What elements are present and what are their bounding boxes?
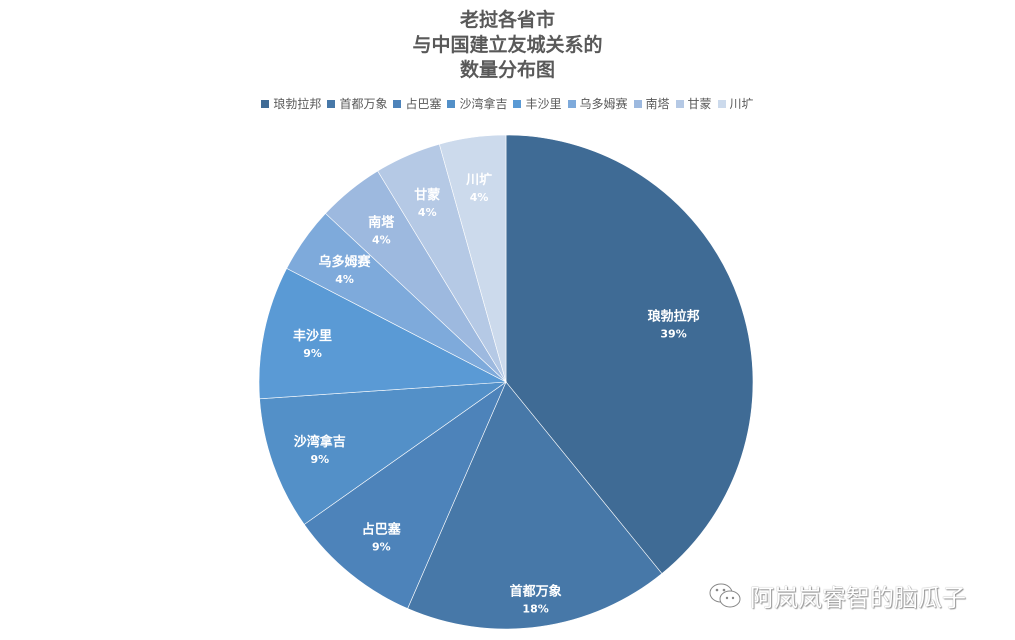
legend-label: 乌多姆赛 xyxy=(579,97,628,111)
chart-legend: 琅勃拉邦 首都万象 占巴塞 沙湾拿吉 丰沙里 乌多姆赛 南塔 甘蒙 川圹 xyxy=(0,95,1015,112)
slice-category-label: 丰沙里 xyxy=(293,328,332,344)
legend-label: 丰沙里 xyxy=(525,97,562,111)
slice-percent-label: 9% xyxy=(372,540,391,553)
watermark: 阿岚岚睿智的脑瓜子 xyxy=(708,578,966,613)
legend-swatch xyxy=(261,99,270,108)
slice-percent-label: 4% xyxy=(372,234,391,247)
legend-label: 沙湾拿吉 xyxy=(459,97,508,111)
legend-label: 占巴塞 xyxy=(405,97,442,111)
slice-percent-label: 39% xyxy=(660,327,686,340)
slice-category-label: 南塔 xyxy=(368,215,395,231)
pie-slice[interactable] xyxy=(258,267,508,400)
chart-title-line-1: 老挝各省市 xyxy=(459,9,555,31)
legend-label: 甘蒙 xyxy=(687,97,712,111)
legend-label: 首都万象 xyxy=(339,97,388,111)
slice-category-label: 占巴塞 xyxy=(362,521,402,537)
pie-slice[interactable] xyxy=(259,381,508,525)
slice-category-label: 川圹 xyxy=(465,172,492,188)
pie-slice[interactable] xyxy=(303,381,507,609)
pie-slice[interactable] xyxy=(438,134,507,383)
legend-item[interactable]: 首都万象 xyxy=(327,95,387,112)
legend-item[interactable]: 乌多姆赛 xyxy=(567,95,628,112)
legend-label: 琅勃拉邦 xyxy=(273,97,322,111)
legend-item[interactable]: 甘蒙 xyxy=(675,95,712,112)
legend-item[interactable]: 南塔 xyxy=(633,95,670,112)
slice-percent-label: 4% xyxy=(470,191,489,204)
legend-item[interactable]: 占巴塞 xyxy=(393,95,441,112)
chart-title-line-3: 数量分布图 xyxy=(459,59,555,81)
slice-category-label: 琅勃拉邦 xyxy=(648,308,700,324)
slice-category-label: 沙湾拿吉 xyxy=(294,434,346,450)
slice-percent-label: 9% xyxy=(303,347,322,360)
slice-percent-label: 9% xyxy=(310,453,329,466)
chart-title: 老挝各省市 与中国建立友城关系的 数量分布图 xyxy=(0,8,1015,83)
slice-category-label: 甘蒙 xyxy=(414,187,440,203)
legend-item[interactable]: 丰沙里 xyxy=(513,95,562,112)
slice-category-label: 首都万象 xyxy=(510,583,562,599)
slice-percent-label: 4% xyxy=(335,273,354,286)
legend-swatch xyxy=(675,99,684,108)
watermark-text: 阿岚岚睿智的脑瓜子 xyxy=(750,584,966,612)
slice-category-label: 乌多姆赛 xyxy=(319,254,372,270)
legend-swatch xyxy=(717,99,726,108)
slice-percent-label: 4% xyxy=(418,206,437,219)
legend-item[interactable]: 川圹 xyxy=(717,95,754,112)
pie-slice[interactable] xyxy=(407,381,663,630)
legend-item[interactable]: 琅勃拉邦 xyxy=(261,95,321,112)
legend-swatch xyxy=(513,99,522,108)
wechat-icon xyxy=(709,583,741,607)
legend-swatch xyxy=(393,99,402,108)
pie-slice[interactable] xyxy=(505,134,754,575)
legend-swatch xyxy=(327,99,336,108)
legend-swatch xyxy=(447,99,456,108)
legend-swatch xyxy=(567,99,576,108)
legend-label: 川圹 xyxy=(729,97,754,111)
legend-swatch xyxy=(633,99,642,108)
slice-percent-label: 18% xyxy=(522,602,548,615)
legend-item[interactable]: 沙湾拿吉 xyxy=(447,95,507,112)
chart-title-line-2: 与中国建立友城关系的 xyxy=(412,34,603,56)
legend-label: 南塔 xyxy=(645,97,670,111)
